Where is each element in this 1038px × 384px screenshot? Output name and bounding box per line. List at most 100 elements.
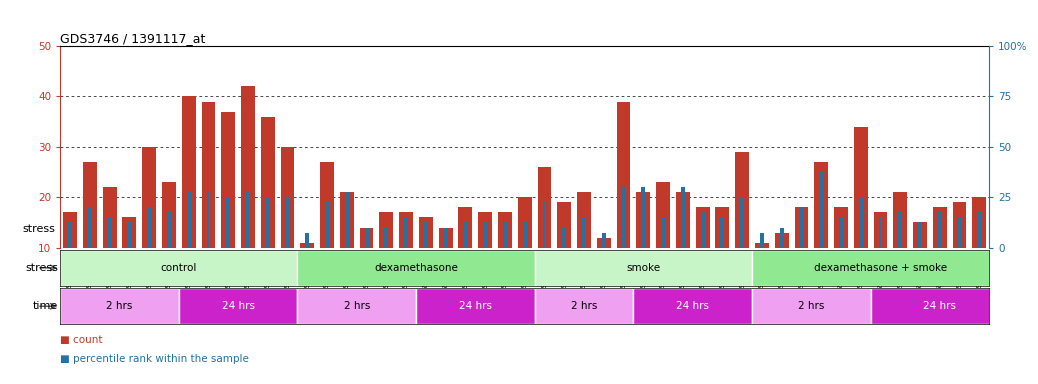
Bar [780,227,784,248]
Bar [681,187,685,248]
Bar [325,202,329,248]
Bar [799,207,803,248]
Bar [479,212,492,248]
Bar [419,217,433,248]
Bar [597,238,610,248]
Bar [661,217,665,248]
Text: ■ percentile rank within the sample: ■ percentile rank within the sample [60,354,249,364]
Bar [364,227,368,248]
Bar [755,243,769,248]
Bar [535,250,752,286]
Bar [894,192,907,248]
Bar [187,192,191,248]
Bar [602,233,606,248]
Bar [641,187,646,248]
Bar [633,288,752,324]
Bar [498,212,512,248]
Bar [695,207,710,248]
Bar [285,197,290,248]
Bar [535,288,633,324]
Bar [503,222,507,248]
Bar [933,207,947,248]
Bar [380,212,393,248]
Bar [523,222,526,248]
Text: dexamethasone: dexamethasone [374,263,458,273]
Bar [298,250,535,286]
Bar [60,250,298,286]
Bar [108,217,111,248]
Bar [122,217,136,248]
Bar [617,101,630,248]
Bar [978,212,981,248]
Bar [752,250,1009,286]
Bar [464,222,467,248]
Bar [701,212,705,248]
Bar [740,197,744,248]
Bar [898,212,902,248]
Bar [622,187,626,248]
Text: 2 hrs: 2 hrs [798,301,824,311]
Bar [246,192,250,248]
Bar [384,227,388,248]
Text: smoke: smoke [626,263,660,273]
Bar [839,217,843,248]
Bar [557,202,571,248]
Text: 24 hrs: 24 hrs [923,301,956,311]
Bar [794,207,809,248]
Bar [918,222,922,248]
Text: 2 hrs: 2 hrs [106,301,133,311]
Bar [162,182,175,248]
Bar [538,167,551,248]
Bar [400,212,413,248]
Bar [221,112,236,248]
Bar [142,147,156,248]
Bar [147,207,152,248]
Bar [913,222,927,248]
Bar [774,233,789,248]
Bar [953,202,966,248]
Bar [179,288,298,324]
Bar [416,288,535,324]
Bar [484,222,487,248]
Bar [60,288,179,324]
Bar [300,243,315,248]
Bar [760,233,764,248]
Text: GDS3746 / 1391117_at: GDS3746 / 1391117_at [60,32,206,45]
Bar [814,162,828,248]
Bar [128,222,132,248]
Text: 2 hrs: 2 hrs [344,301,370,311]
Bar [69,222,72,248]
Bar [854,127,868,248]
Bar [819,172,823,248]
Bar [88,207,91,248]
Text: 2 hrs: 2 hrs [571,301,597,311]
Text: 24 hrs: 24 hrs [459,301,492,311]
Bar [443,227,447,248]
Bar [280,147,295,248]
Bar [735,152,749,248]
Bar [182,96,195,248]
Bar [359,227,374,248]
Bar [424,222,428,248]
Bar [320,162,334,248]
Text: stress: stress [25,263,58,273]
Bar [83,162,97,248]
Bar [715,207,730,248]
Bar [518,197,531,248]
Bar [835,207,848,248]
Bar [305,233,309,248]
Bar [871,288,1009,324]
Text: control: control [161,263,197,273]
Bar [874,212,887,248]
Bar [261,117,275,248]
Text: time: time [33,301,58,311]
Bar [973,197,986,248]
Bar [404,217,408,248]
Text: ■ count: ■ count [60,335,103,345]
Text: dexamethasone + smoke: dexamethasone + smoke [814,263,947,273]
Bar [878,217,882,248]
Bar [167,212,171,248]
Bar [226,197,230,248]
Bar [582,217,585,248]
Bar [958,217,961,248]
